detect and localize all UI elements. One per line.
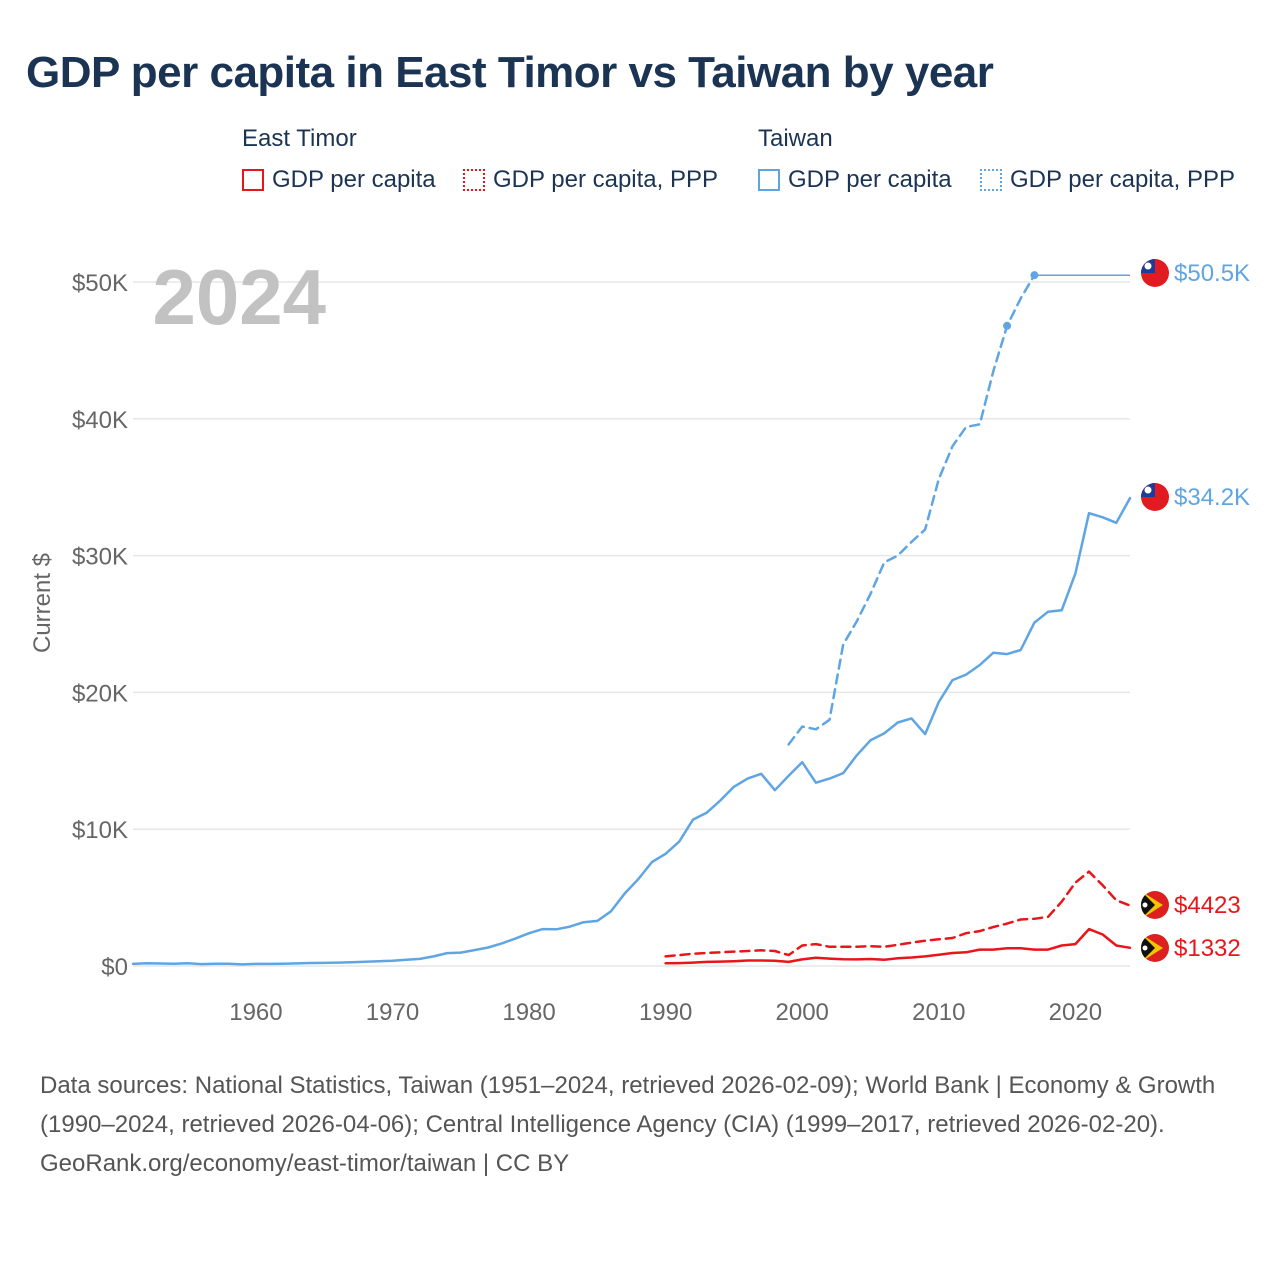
- taiwan-flag-icon: [1141, 259, 1169, 287]
- footer: Data sources: National Statistics, Taiwa…: [40, 1066, 1240, 1183]
- y-axis: $0 $10K $20K $30K $40K $50K: [72, 270, 128, 981]
- east-timor-gdp-per-capita-line: [664, 927, 1132, 965]
- legend-label: GDP per capita, PPP: [1010, 166, 1235, 193]
- x-tick-label: 1990: [639, 999, 692, 1026]
- legend-item-east-timor-gdp[interactable]: GDP per capita: [242, 165, 436, 195]
- x-tick-label: 2010: [912, 999, 965, 1026]
- line-chart: $0 $10K $20K $30K $40K $50K 1960 1970 1980 1990 2…: [29, 253, 1250, 1026]
- x-tick-label: 2000: [776, 999, 829, 1026]
- legend-group-east-timor: East Timor: [242, 125, 357, 152]
- legend-swatch-solid-blue: [758, 169, 780, 191]
- taiwan-gdp-per-capita-ppp-point: [1003, 321, 1012, 330]
- x-tick-label: 1960: [229, 999, 282, 1026]
- legend-swatch-dotted-red: [463, 169, 485, 191]
- legend-label: GDP per capita: [788, 166, 952, 193]
- legend-item-taiwan-gdp[interactable]: GDP per capita: [758, 165, 952, 195]
- east-timor-gdp-per-capita-ppp-line: [664, 870, 1132, 958]
- y-tick-label: $0: [101, 954, 128, 981]
- east-timor-flag-icon: [1141, 934, 1169, 962]
- taiwan-gdp-per-capita-line: [131, 496, 1132, 966]
- y-tick-label: $40K: [72, 407, 128, 434]
- legend-swatch-solid-red: [242, 169, 264, 191]
- chart-title: GDP per capita in East Timor vs Taiwan b…: [26, 48, 994, 97]
- taiwan-flag-icon: [1141, 483, 1169, 511]
- legend-label: GDP per capita, PPP: [493, 166, 718, 193]
- y-tick-label: $30K: [72, 544, 128, 571]
- end-label-east-timor-gdp: $1332: [1174, 935, 1241, 962]
- series: [131, 271, 1132, 966]
- legend-item-east-timor-gdp-ppp[interactable]: GDP per capita, PPP: [463, 165, 718, 195]
- legend-item-taiwan-gdp-ppp[interactable]: GDP per capita, PPP: [980, 165, 1235, 195]
- east-timor-flag-icon: [1141, 891, 1169, 919]
- legend-swatch-dotted-blue: [980, 169, 1002, 191]
- end-label-taiwan-gdp: $34.2K: [1174, 484, 1250, 511]
- x-tick-label: 1980: [502, 999, 555, 1026]
- taiwan-gdp-per-capita-ppp-point: [1030, 271, 1039, 280]
- taiwan-gdp-per-capita-ppp-line: [787, 273, 1036, 746]
- y-tick-label: $10K: [72, 817, 128, 844]
- data-sources: Data sources: National Statistics, Taiwa…: [40, 1072, 1216, 1138]
- x-axis: 1960 1970 1980 1990 2000 2010 2020: [229, 999, 1102, 1026]
- y-tick-label: $50K: [72, 270, 128, 297]
- end-label-taiwan-gdp-ppp: $50.5K: [1174, 260, 1250, 287]
- legend-group-taiwan: Taiwan: [758, 125, 833, 152]
- end-label-east-timor-gdp-ppp: $4423: [1174, 892, 1241, 919]
- x-tick-label: 1970: [366, 999, 419, 1026]
- y-tick-label: $20K: [72, 680, 128, 707]
- y-axis-label: Current $: [29, 553, 56, 653]
- credit-link[interactable]: GeoRank.org/economy/east-timor/taiwan | …: [40, 1150, 570, 1177]
- legend-label: GDP per capita: [272, 166, 436, 193]
- year-watermark: 2024: [152, 253, 326, 341]
- x-tick-label: 2020: [1049, 999, 1102, 1026]
- grid: [133, 281, 1130, 967]
